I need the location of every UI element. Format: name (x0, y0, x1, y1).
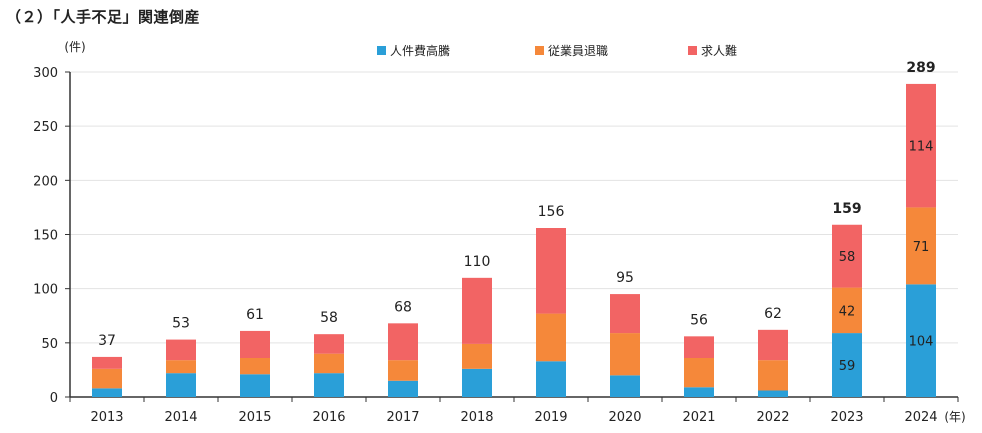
bar-segment (536, 228, 566, 314)
legend-label: 従業員退職 (548, 44, 608, 58)
bar-segment (684, 336, 714, 358)
bar-segment (388, 323, 418, 361)
segment-label: 104 (909, 335, 934, 350)
total-label: 156 (538, 204, 565, 220)
y-tick-label: 100 (33, 283, 58, 298)
y-tick-label: 200 (33, 174, 58, 189)
segment-label: 71 (913, 240, 930, 255)
x-tick-label: 2013 (90, 410, 123, 425)
bar-segment (92, 356, 122, 369)
x-tick-label: 2024 (904, 410, 937, 425)
bar-segment (388, 380, 418, 397)
total-label: 58 (320, 310, 338, 326)
chart-title: （２）「人手不足」関連倒産 (6, 8, 201, 26)
bar-segment (240, 358, 270, 375)
total-label: 159 (832, 201, 861, 217)
x-tick-label: 2022 (756, 410, 789, 425)
total-label: 53 (172, 316, 190, 332)
x-tick-label: 2016 (312, 410, 345, 425)
total-label: 62 (764, 306, 782, 322)
segment-label: 58 (839, 250, 856, 265)
x-tick-label: 2014 (164, 410, 197, 425)
bar-segment (462, 277, 492, 344)
x-tick-label: 2023 (830, 410, 863, 425)
x-axis-unit: (年) (944, 410, 965, 424)
bar-segment (758, 390, 788, 397)
y-tick-label: 250 (33, 120, 58, 135)
bar-segment (832, 333, 862, 397)
total-label: 61 (246, 307, 264, 323)
bar-segment (684, 387, 714, 397)
y-tick-label: 300 (33, 66, 58, 81)
total-label: 68 (394, 299, 412, 315)
bar-segment (536, 361, 566, 397)
x-tick-label: 2020 (608, 410, 641, 425)
x-tick-label: 2019 (534, 410, 567, 425)
bar-segment (314, 334, 344, 354)
legend-label: 人件費高騰 (390, 43, 450, 58)
bar-segment (906, 207, 936, 285)
total-label: 110 (464, 254, 491, 270)
bar-segment (92, 368, 122, 389)
bar-segment (610, 333, 640, 376)
bar-segment (166, 373, 196, 397)
bar-segment (610, 375, 640, 397)
bar-segment (240, 330, 270, 358)
bar-segment (536, 313, 566, 362)
legend-swatch (377, 46, 386, 55)
legend-label: 求人難 (701, 43, 737, 58)
bar-segment (166, 339, 196, 361)
bar-segment (462, 343, 492, 369)
bar-segment (240, 374, 270, 397)
x-tick-label: 2021 (682, 410, 715, 425)
x-tick-label: 2018 (460, 410, 493, 425)
y-axis-label: (件) (64, 40, 85, 54)
y-tick-label: 0 (50, 391, 58, 406)
bar-segment (832, 287, 862, 334)
segment-label: 114 (909, 140, 934, 155)
bar-segment (92, 388, 122, 397)
segment-label: 59 (839, 359, 856, 374)
bar-segment (684, 358, 714, 388)
bar-segment (610, 294, 640, 334)
bar-segment (388, 360, 418, 381)
legend-swatch (535, 46, 544, 55)
bar-segment (758, 360, 788, 391)
y-tick-label: 150 (33, 229, 58, 244)
total-label: 56 (690, 312, 708, 328)
total-label: 95 (616, 270, 634, 286)
legend-swatch (688, 46, 697, 55)
y-tick-label: 50 (41, 337, 58, 352)
bar-segment (906, 83, 936, 208)
bar-segment (314, 353, 344, 374)
bar-segment (832, 224, 862, 288)
bar-segment (166, 360, 196, 374)
bar-segment (314, 373, 344, 397)
bar-segment (758, 329, 788, 361)
x-tick-label: 2017 (386, 410, 419, 425)
bar-segment (906, 284, 936, 397)
segment-label: 42 (839, 304, 856, 319)
total-label: 289 (906, 60, 935, 76)
bar-segment (462, 368, 492, 397)
x-tick-label: 2015 (238, 410, 271, 425)
total-label: 37 (98, 333, 116, 349)
